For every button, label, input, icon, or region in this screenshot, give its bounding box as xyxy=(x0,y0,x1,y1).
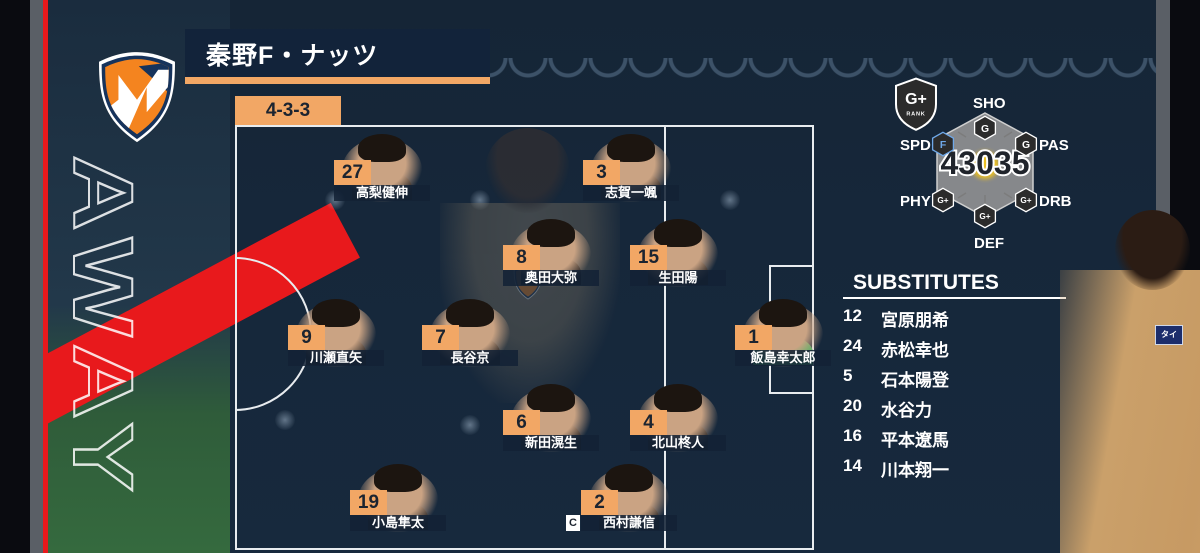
svg-text:G+: G+ xyxy=(1020,196,1031,205)
svg-text:G+: G+ xyxy=(905,91,927,108)
svg-text:RANK: RANK xyxy=(906,111,925,117)
svg-text:F: F xyxy=(940,140,946,151)
svg-text:G+: G+ xyxy=(937,196,948,205)
svg-text:G: G xyxy=(981,124,989,135)
svg-text:G: G xyxy=(1022,140,1030,151)
svg-text:G+: G+ xyxy=(979,212,990,221)
